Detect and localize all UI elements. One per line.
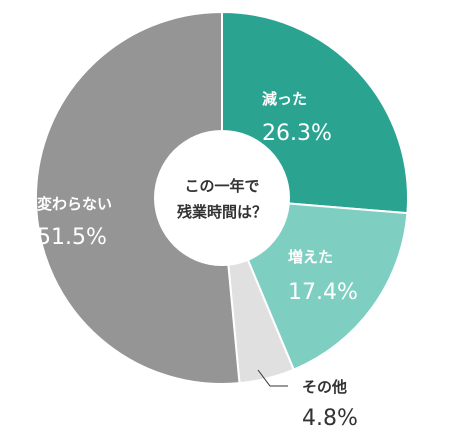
slice-value-unchanged: 51.5% — [37, 225, 107, 250]
center-title-line-1: この一年で — [184, 177, 259, 195]
donut-center-hole — [154, 130, 290, 266]
slice-label-decreased: 減った — [262, 90, 307, 108]
slice-value-decreased: 26.3% — [262, 121, 332, 146]
slice-unchanged — [34, 10, 241, 385]
slice-label-increased: 増えた — [288, 248, 333, 266]
other-leader-line — [257, 369, 288, 387]
slice-label-unchanged: 変わらない — [37, 195, 112, 213]
slice-value-increased: 17.4% — [288, 280, 358, 305]
slice-label-other: その他 — [302, 378, 347, 396]
center-title-line-2: 残業時間は？ — [177, 203, 267, 221]
slice-value-other: 4.8% — [302, 406, 358, 431]
